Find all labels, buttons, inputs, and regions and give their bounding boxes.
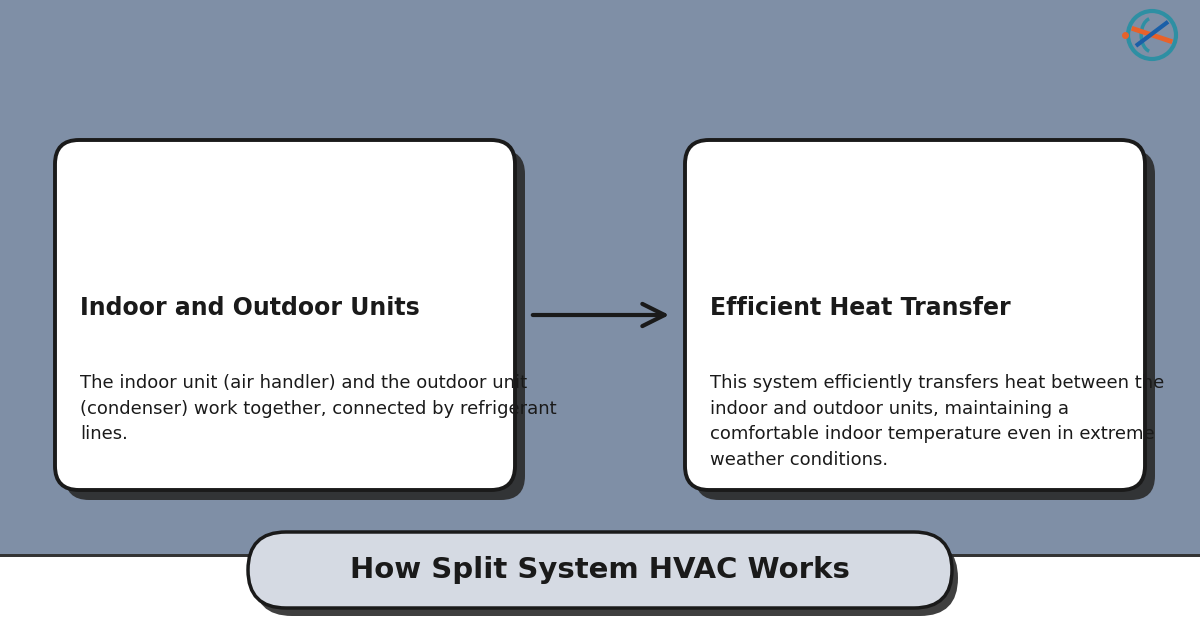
FancyBboxPatch shape	[248, 532, 952, 608]
FancyBboxPatch shape	[254, 540, 958, 616]
FancyBboxPatch shape	[685, 140, 1145, 490]
Text: Efficient Heat Transfer: Efficient Heat Transfer	[710, 296, 1010, 320]
FancyBboxPatch shape	[695, 150, 1154, 500]
Text: How Split System HVAC Works: How Split System HVAC Works	[350, 556, 850, 584]
Text: This system efficiently transfers heat between the
indoor and outdoor units, mai: This system efficiently transfers heat b…	[710, 374, 1164, 469]
FancyBboxPatch shape	[65, 150, 526, 500]
Text: Indoor and Outdoor Units: Indoor and Outdoor Units	[80, 296, 420, 320]
FancyBboxPatch shape	[0, 555, 1200, 630]
Text: The indoor unit (air handler) and the outdoor unit
(condenser) work together, co: The indoor unit (air handler) and the ou…	[80, 374, 557, 444]
FancyBboxPatch shape	[55, 140, 515, 490]
